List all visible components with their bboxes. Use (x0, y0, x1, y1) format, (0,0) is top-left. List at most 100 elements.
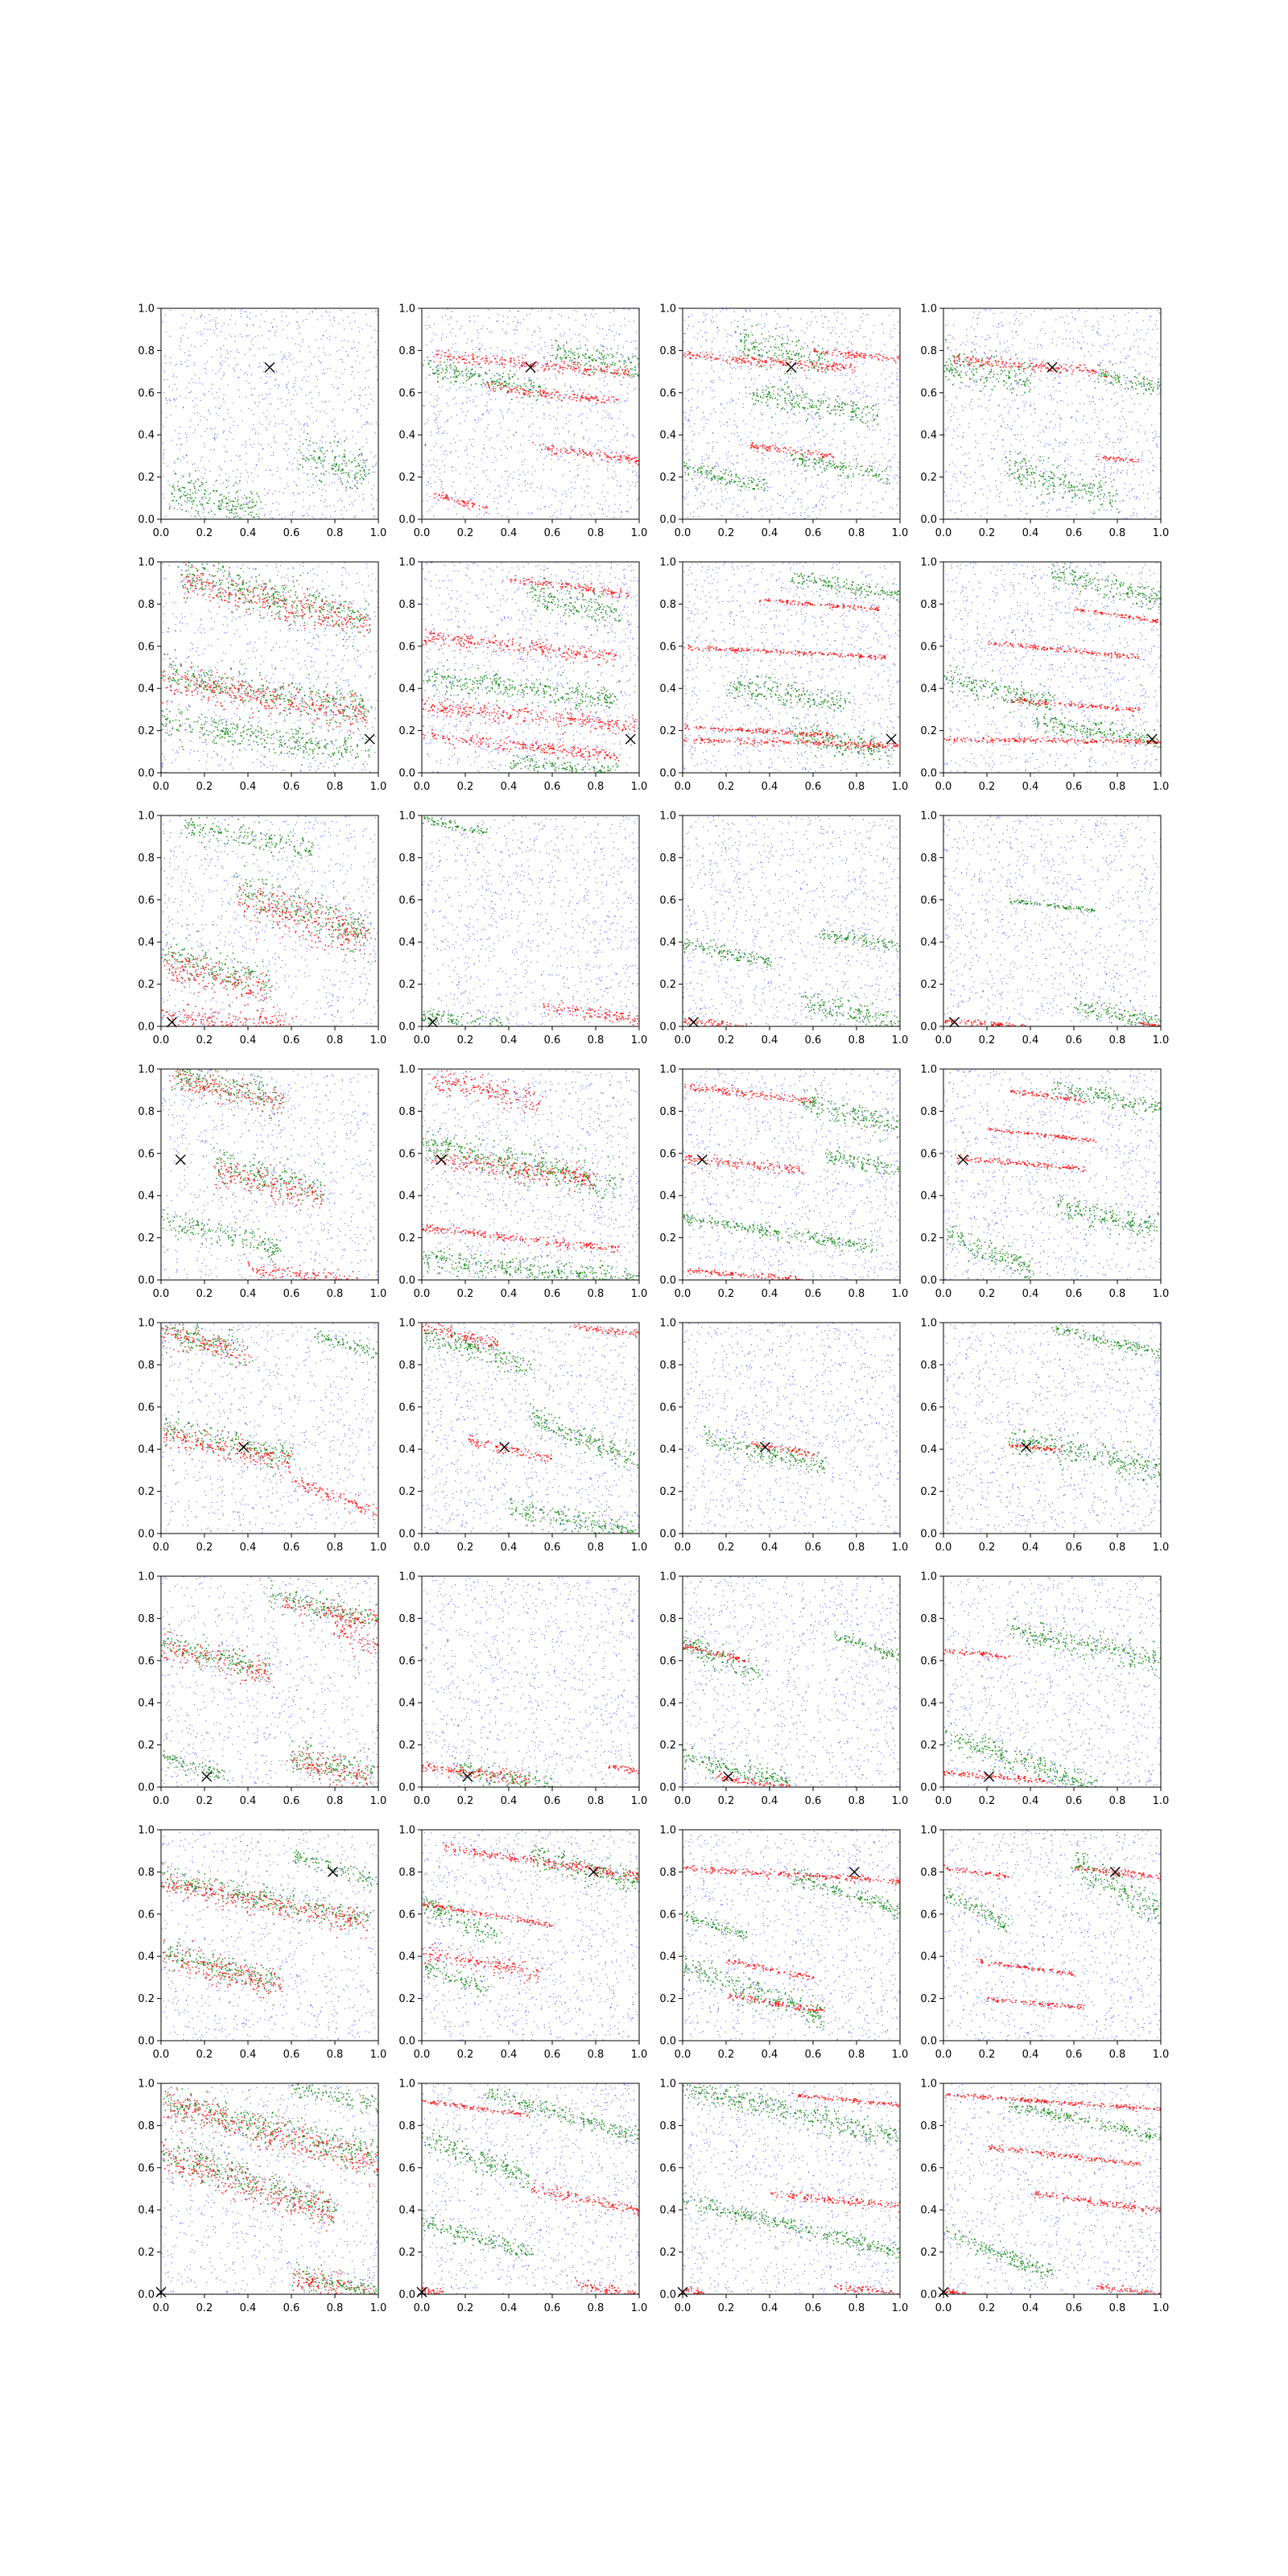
point-background (540, 509, 541, 510)
point-background (708, 478, 709, 479)
point-background (545, 378, 546, 379)
point-background (893, 383, 894, 384)
point-cluster-a (631, 374, 633, 375)
point-background (775, 449, 776, 450)
point-background (823, 327, 824, 328)
point-cluster-a (324, 460, 325, 461)
point-background (356, 480, 357, 481)
point-cluster-b (559, 372, 560, 374)
point-cluster-b (550, 361, 551, 362)
point-background (584, 358, 585, 359)
point-cluster-a (754, 346, 756, 348)
point-background (322, 467, 323, 468)
point-cluster-a (471, 385, 473, 386)
point-cluster-b (448, 349, 449, 351)
point-background (204, 447, 205, 448)
point-background (793, 422, 794, 423)
point-background (217, 415, 218, 416)
point-cluster-b (613, 402, 615, 403)
point-cluster-a (592, 371, 593, 373)
point-background (486, 411, 487, 412)
point-cluster-b (613, 396, 615, 398)
point-background (164, 449, 165, 450)
point-cluster-b (617, 399, 619, 401)
point-cluster-a (334, 441, 336, 443)
point-background (877, 412, 878, 413)
point-background (251, 374, 252, 375)
point-background (795, 336, 796, 337)
point-cluster-a (233, 506, 234, 508)
point-background (888, 460, 889, 461)
point-cluster-a (779, 395, 781, 397)
point-cluster-b (467, 506, 469, 507)
scatter-points (683, 308, 901, 519)
point-background (565, 443, 566, 444)
point-cluster-a (443, 369, 444, 371)
point-background (831, 333, 832, 334)
point-background (289, 323, 290, 324)
panel-r1-c2: 0.0 0.2 0.4 0.6 0.8 1.00.00.20.40.60.81.0 (398, 303, 647, 540)
point-background (531, 474, 532, 475)
point-background (483, 444, 484, 445)
point-cluster-b (464, 503, 466, 505)
point-cluster-b (551, 455, 553, 456)
point-background (471, 355, 472, 356)
point-background (167, 465, 168, 466)
point-cluster-b (473, 354, 475, 356)
point-background (795, 502, 796, 503)
point-background (537, 508, 538, 509)
point-background (884, 388, 885, 389)
point-background (606, 516, 607, 517)
point-background (302, 380, 303, 381)
point-cluster-a (450, 382, 452, 384)
point-cluster-a (320, 463, 322, 464)
point-cluster-a (335, 470, 336, 472)
point-cluster-b (489, 363, 490, 365)
point-background (444, 464, 445, 465)
point-background (278, 388, 279, 389)
point-cluster-a (316, 468, 317, 469)
point-background (309, 506, 310, 507)
point-cluster-b (468, 501, 469, 502)
point-background (684, 498, 685, 499)
point-cluster-a (802, 391, 803, 393)
point-background (498, 375, 499, 376)
point-background (228, 485, 229, 486)
point-background (853, 393, 854, 394)
point-background (779, 327, 780, 328)
point-background (285, 406, 286, 407)
point-cluster-a (458, 370, 460, 372)
point-background (763, 338, 764, 339)
point-background (313, 422, 314, 423)
point-background (516, 384, 517, 385)
point-background (712, 432, 713, 433)
point-cluster-b (606, 366, 608, 368)
point-background (476, 364, 477, 365)
point-background (749, 369, 750, 370)
point-cluster-a (839, 415, 840, 416)
point-background (795, 393, 796, 394)
point-background (611, 477, 612, 478)
point-cluster-b (469, 508, 470, 510)
point-background (627, 495, 628, 496)
point-background (759, 375, 760, 376)
point-background (537, 417, 538, 418)
point-cluster-a (791, 354, 793, 356)
point-cluster-b (472, 359, 473, 361)
point-cluster-a (235, 506, 237, 507)
point-cluster-b (606, 400, 608, 402)
point-background (251, 341, 252, 342)
point-background (538, 326, 539, 327)
point-background (760, 509, 761, 510)
point-background (228, 385, 229, 386)
point-background (442, 432, 443, 433)
point-background (476, 467, 477, 468)
point-cluster-a (801, 357, 803, 358)
point-background (896, 397, 897, 398)
point-cluster-a (599, 357, 601, 359)
point-cluster-a (816, 407, 818, 408)
point-background (695, 495, 696, 496)
point-background (327, 506, 328, 507)
point-cluster-a (810, 399, 811, 401)
point-cluster-a (191, 501, 192, 502)
